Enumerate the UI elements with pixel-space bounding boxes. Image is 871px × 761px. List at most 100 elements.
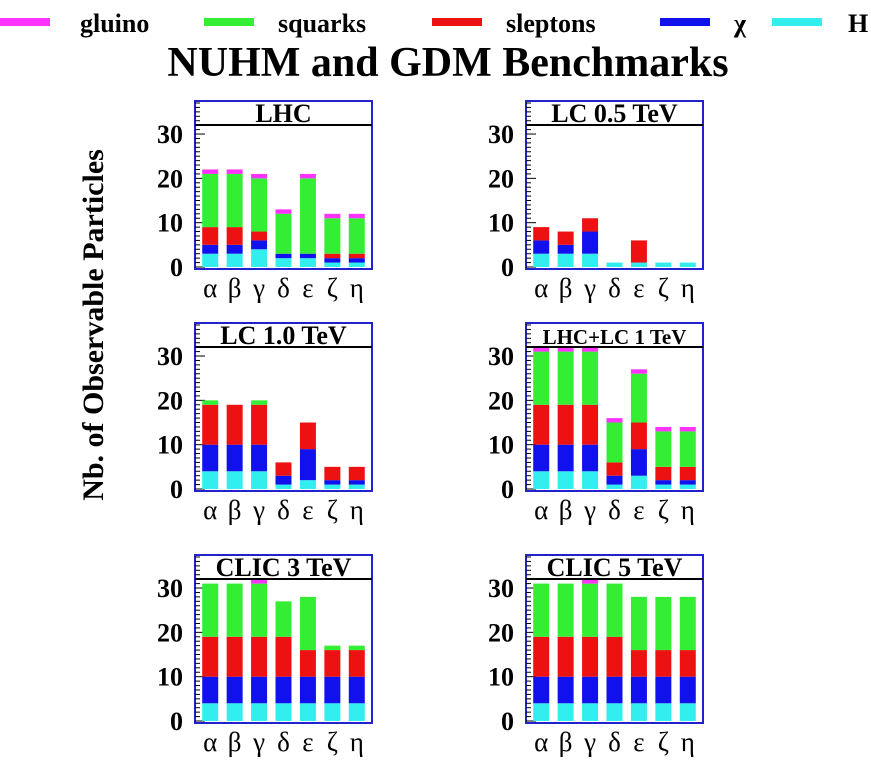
bar-epsilon-squarks [630,373,647,423]
x-tick-label-gamma: γ [252,273,265,303]
x-tick-label-epsilon: ε [633,495,644,525]
bar-delta-h [275,258,292,267]
legend-item-squarks: squarks [204,9,366,38]
bar-delta-chi [606,475,623,485]
bar-eta-squarks [679,431,696,467]
x-tick-label-delta: δ [277,273,290,303]
x-tick-label-alpha: α [534,727,548,757]
legend-label-gluino: gluino [80,9,149,38]
bar-epsilon-chi [630,676,647,704]
bar-zeta-h [655,262,672,267]
panel-title: LHC+LC 1 TeV [543,325,687,349]
bar-zeta-sleptons [655,466,672,481]
panel-lhc: 0 10 20 30 α β γ δ ε ζ η LHC [157,99,373,303]
bar-epsilon-squarks [299,178,316,254]
bar-gamma-h [582,253,599,267]
bar-gamma-chi [251,676,268,704]
y-tick-label: 30 [488,342,514,371]
legend-item-sleptons: sleptons [432,9,596,38]
bar-beta-chi [557,244,574,254]
bar-eta-sleptons [348,253,365,259]
bars [533,218,696,267]
bar-alpha-sleptons [533,636,550,677]
y-tick-label: 0 [170,253,183,282]
panel-frame [194,100,373,270]
bars [202,169,365,267]
x-tick-label-eta: η [681,727,695,757]
bar-eta-chi [679,480,696,485]
x-tick-label-beta: β [559,495,573,525]
bar-delta-gluino [606,418,623,423]
bar-epsilon-h [630,262,647,267]
bar-beta-gluino [557,347,574,352]
bar-delta-sleptons [275,636,292,677]
bar-epsilon-squarks [630,596,647,651]
x-tick-label-gamma: γ [252,727,265,757]
y-tick-label: 30 [488,120,514,149]
bar-epsilon-chi [299,253,316,259]
x-tick-label-delta: δ [608,727,621,757]
panel-title: CLIC 5 TeV [547,553,683,582]
bar-beta-gluino [226,169,243,174]
bar-delta-chi [606,676,623,704]
x-tick-label-gamma: γ [583,727,596,757]
y-tick-label: 0 [501,475,514,504]
y-tick-label: 20 [157,618,183,647]
panel-title: LC 0.5 TeV [551,99,678,128]
bar-epsilon-h [299,480,316,489]
bar-beta-sleptons [226,227,243,245]
y-tick-label: 30 [157,120,183,149]
bar-zeta-h [324,703,341,721]
bar-alpha-chi [533,444,550,472]
bar-zeta-squarks [655,596,672,651]
bar-gamma-sleptons [582,636,599,677]
bar-epsilon-sleptons [299,650,316,677]
bar-beta-squarks [226,583,243,637]
legend-item-gluino: gluino [0,9,149,38]
bar-beta-chi [557,444,574,472]
bar-delta-chi [275,475,292,485]
bar-epsilon-chi [299,449,316,481]
panel-clic-5-tev: 0 10 20 30 α β γ δ ε ζ η CLIC 5 TeV [488,553,704,757]
bar-epsilon-gluino [299,173,316,179]
bar-eta-gluino [348,213,365,219]
bar-delta-gluino [275,209,292,214]
bar-gamma-gluino [582,347,599,352]
bar-delta-chi [275,253,292,259]
y-tick-label: 0 [501,253,514,282]
bar-alpha-gluino [202,169,219,174]
panel-frame [525,100,704,270]
bar-eta-sleptons [348,466,365,481]
bar-eta-h [348,703,365,721]
bar-beta-sleptons [557,231,574,245]
figure-title: NUHM and GDM Benchmarks [167,40,728,86]
x-tick-label-beta: β [559,273,573,303]
bar-epsilon-h [630,475,647,489]
bar-alpha-h [533,253,550,267]
bar-alpha-chi [202,444,219,472]
bar-alpha-squarks [533,583,550,637]
bar-alpha-squarks [533,351,550,405]
bar-zeta-sleptons [324,466,341,481]
legend-item-chi: χ [660,9,747,38]
x-tick-label-alpha: α [534,273,548,303]
y-tick-label: 10 [488,663,514,692]
x-tick-label-delta: δ [608,273,621,303]
bar-eta-sleptons [679,650,696,677]
bar-epsilon-squarks [299,596,316,651]
y-tick-label: 20 [157,164,183,193]
panel-lc-1-0-tev: 0 10 20 30 α β γ δ ε ζ η LC 1.0 TeV [157,321,373,525]
x-tick-label-beta: β [228,495,242,525]
panel-title: LHC [255,99,311,128]
panel-title: CLIC 3 TeV [216,553,352,582]
bar-beta-h [226,471,243,489]
y-tick-label: 30 [157,342,183,371]
bar-alpha-h [202,471,219,489]
bar-zeta-h [655,703,672,721]
bar-beta-h [557,253,574,267]
bar-gamma-squarks [582,351,599,405]
x-tick-label-alpha: α [203,727,217,757]
x-tick-label-epsilon: ε [302,495,313,525]
bar-alpha-gluino [533,347,550,352]
